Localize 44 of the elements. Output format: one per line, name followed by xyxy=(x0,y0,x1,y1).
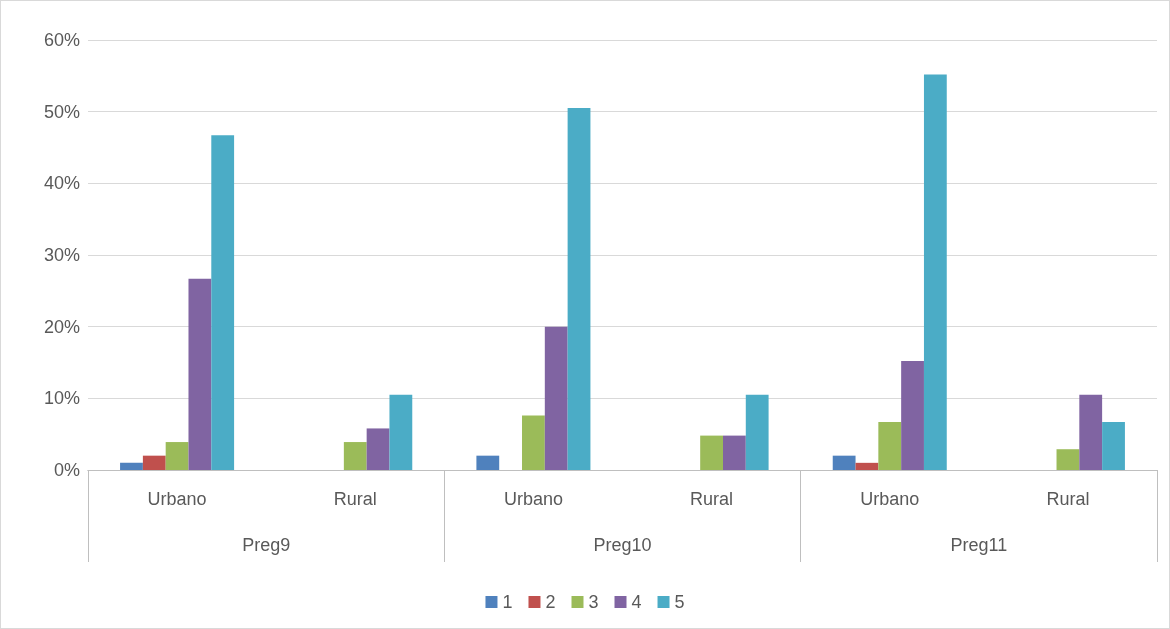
y-tick-label: 50% xyxy=(43,101,80,122)
legend-label: 1 xyxy=(502,592,513,612)
bar xyxy=(878,421,902,470)
text: Preg9 xyxy=(242,535,291,555)
bar xyxy=(165,442,189,470)
bar xyxy=(544,326,568,470)
legend-label: 5 xyxy=(674,592,685,612)
y-tick-label: 30% xyxy=(43,245,80,265)
text: Preg11 xyxy=(950,535,1008,555)
bar xyxy=(188,278,212,470)
text: Preg10 xyxy=(593,535,652,555)
bar xyxy=(855,462,879,470)
x-tick-label: Rural xyxy=(1046,489,1090,509)
bar xyxy=(211,135,235,470)
bar xyxy=(142,455,166,470)
bar xyxy=(120,462,143,470)
y-tick-label: 40% xyxy=(43,173,80,194)
bar xyxy=(567,108,591,470)
x-tick-label: Rural xyxy=(333,489,377,509)
bar xyxy=(832,455,856,470)
bar xyxy=(1102,421,1125,470)
bar xyxy=(343,442,367,470)
bar xyxy=(722,435,746,470)
x-tick-label: Urbano xyxy=(503,489,563,509)
y-tick-label: 10% xyxy=(43,388,80,409)
x-tick-label: Urbano xyxy=(860,489,920,509)
bar xyxy=(366,428,390,470)
legend-label: 4 xyxy=(631,592,642,612)
x-tick-label: Rural xyxy=(690,489,734,509)
bar xyxy=(700,435,723,470)
bar xyxy=(745,394,769,470)
bar xyxy=(476,455,500,470)
bar xyxy=(923,74,947,470)
x-tick-label: Urbano xyxy=(147,489,207,509)
y-tick-label: 60% xyxy=(43,30,80,50)
y-tick-label: 0% xyxy=(53,460,80,480)
bar xyxy=(1079,394,1103,470)
bar xyxy=(389,394,413,470)
legend-label: 2 xyxy=(545,592,556,612)
y-tick-label: 20% xyxy=(43,316,80,337)
bar xyxy=(901,361,924,470)
bar xyxy=(522,415,545,470)
legend-label: 3 xyxy=(588,592,599,612)
bar xyxy=(1056,449,1080,470)
